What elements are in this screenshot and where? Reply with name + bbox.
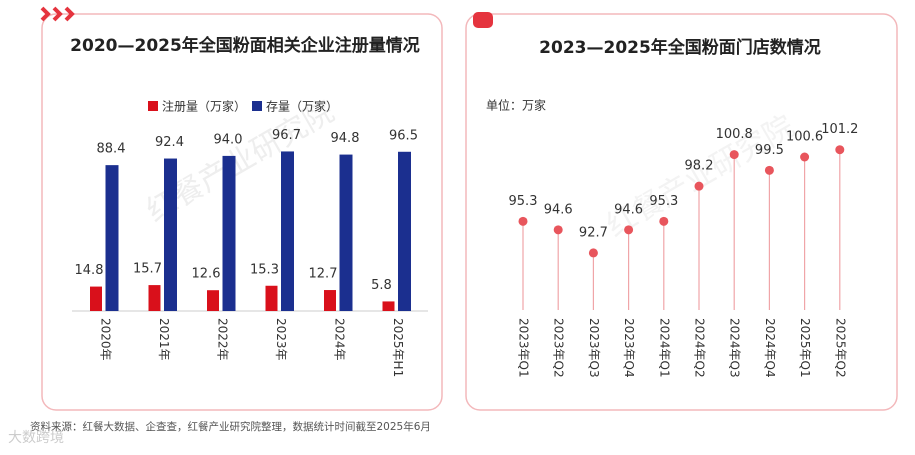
x-tick-label: 2025年H1 xyxy=(391,318,405,377)
dot xyxy=(764,165,774,175)
x-tick-label: 2020年 xyxy=(99,318,113,361)
icon xyxy=(473,12,493,28)
value-label: 12.6 xyxy=(192,267,221,282)
value-label: 15.3 xyxy=(250,262,279,277)
logo: 大数跨境 xyxy=(8,430,64,446)
value-label: 95.3 xyxy=(509,194,538,209)
x-tick-label: 2025年Q2 xyxy=(833,318,847,378)
value-label: 15.7 xyxy=(133,262,162,277)
source: 资料来源：红餐大数据、企查查，红餐产业研究院整理，数据统计时间截至2025年6月 xyxy=(30,420,431,433)
value-label: 94.6 xyxy=(614,202,643,217)
x-tick-label: 2023年Q1 xyxy=(517,318,531,378)
dot xyxy=(588,248,598,258)
dot xyxy=(553,225,563,235)
value-label: 96.5 xyxy=(389,128,418,143)
value-label: 100.6 xyxy=(786,130,823,145)
dot xyxy=(518,216,528,226)
x-tick-label: 2024年Q1 xyxy=(657,318,671,378)
bar xyxy=(207,290,219,311)
panel xyxy=(465,13,898,411)
bar xyxy=(164,158,177,311)
dot xyxy=(729,150,739,160)
x-tick-label: 2023年Q4 xyxy=(622,318,636,378)
dot xyxy=(694,181,704,191)
dot xyxy=(624,225,634,235)
chart-title: 2023—2025年全国粉面门店数情况 xyxy=(539,38,821,58)
x-tick-label: 2023年Q2 xyxy=(552,318,566,378)
dot xyxy=(800,152,810,162)
x-tick-label: 2023年Q3 xyxy=(587,318,601,378)
x-tick-label: 2023年 xyxy=(274,318,288,361)
unit-label: 单位：万家 xyxy=(486,98,546,113)
value-label: 94.0 xyxy=(214,132,243,147)
x-tick-label: 2021年 xyxy=(157,318,171,361)
decoration xyxy=(40,6,75,22)
bar xyxy=(324,290,336,311)
legend-label: 注册量（万家） xyxy=(162,99,246,114)
chart-title: 2020—2025年全国粉面相关企业注册量情况 xyxy=(70,36,420,56)
value-label: 88.4 xyxy=(97,142,126,157)
value-label: 14.8 xyxy=(75,263,104,278)
value-label: 94.8 xyxy=(331,131,360,146)
dot xyxy=(659,216,669,226)
value-label: 95.3 xyxy=(649,194,678,209)
bar xyxy=(222,155,236,311)
bar xyxy=(105,165,119,311)
legend-swatch xyxy=(148,101,158,111)
x-tick-label: 2024年Q4 xyxy=(763,318,777,378)
value-label: 99.5 xyxy=(755,143,784,158)
legend-label: 存量（万家） xyxy=(266,99,338,114)
value-label: 100.8 xyxy=(716,127,753,142)
value-label: 94.6 xyxy=(544,202,573,217)
value-label: 5.8 xyxy=(371,278,392,293)
dot xyxy=(835,145,845,155)
x-tick-label: 2024年 xyxy=(333,318,347,361)
value-label: 92.4 xyxy=(155,135,184,150)
bar xyxy=(339,154,353,311)
x-tick-label: 2024年Q2 xyxy=(693,318,707,378)
bar xyxy=(382,301,395,311)
value-label: 101.2 xyxy=(821,122,858,137)
legend-swatch xyxy=(252,101,262,111)
bar xyxy=(281,151,294,311)
bar xyxy=(90,286,102,311)
value-label: 92.7 xyxy=(579,225,608,240)
value-label: 96.7 xyxy=(272,128,301,143)
x-tick-label: 2025年Q1 xyxy=(798,318,812,378)
x-tick-label: 2022年 xyxy=(216,318,230,361)
x-tick-label: 2024年Q3 xyxy=(728,318,742,378)
bar xyxy=(398,151,411,311)
value-label: 12.7 xyxy=(309,267,338,282)
value-label: 98.2 xyxy=(685,159,714,174)
bar xyxy=(148,285,161,311)
bar xyxy=(265,285,278,311)
